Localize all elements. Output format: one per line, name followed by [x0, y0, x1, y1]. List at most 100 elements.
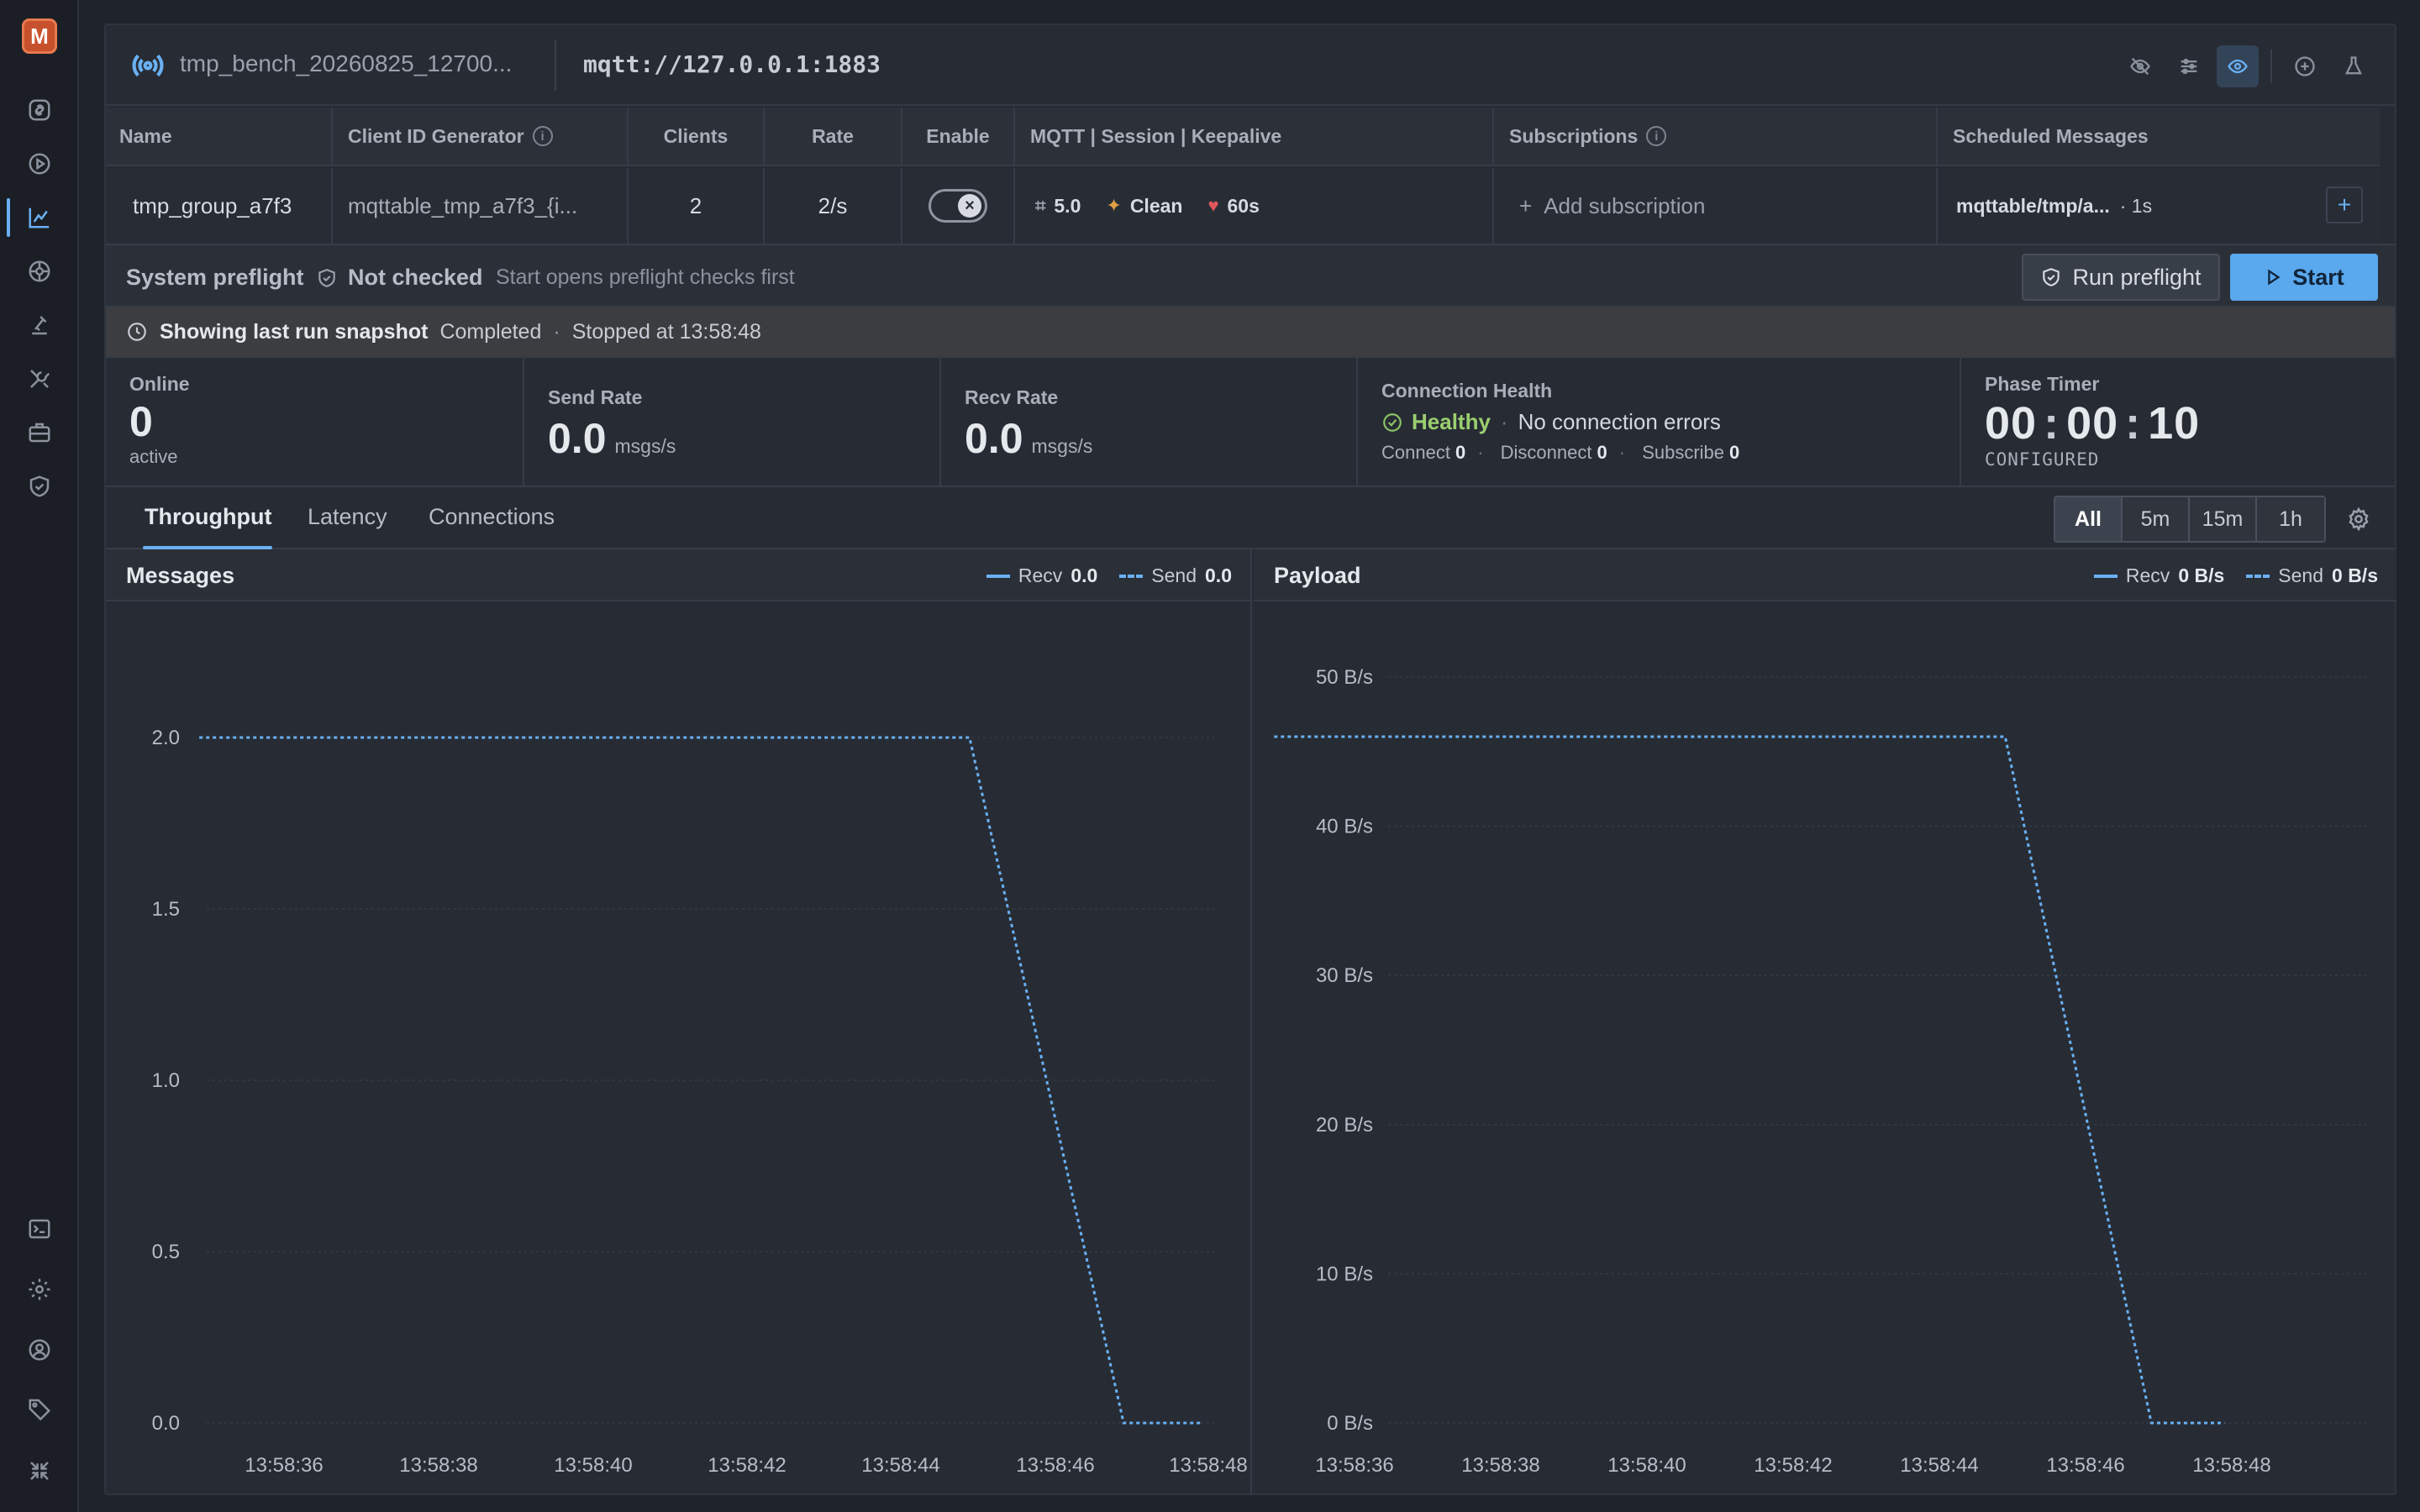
legend-item-recv[interactable]: Recv 0.0 [986, 564, 1119, 587]
sidebar: M [0, 0, 79, 1512]
top-bar: tmp_bench_20260825_12700... mqtt://127.0… [106, 25, 2395, 106]
y-tick-label: 10 B/s [1316, 1263, 1373, 1285]
run-preflight-button[interactable]: Run preflight [2022, 254, 2220, 301]
stat-label: Send Rate [548, 386, 643, 408]
cell-scheduled[interactable]: mqttable/tmp/a... · 1s + [1938, 168, 2380, 244]
view-button[interactable] [2217, 45, 2259, 87]
col-header-name: Name [106, 108, 333, 165]
sidebar-item-console[interactable] [22, 1211, 57, 1247]
preflight-bar: System preflight Not checked Start opens… [106, 244, 2395, 307]
scheduled-interval: · 1s [2119, 194, 2153, 217]
x-tick-label: 13:58:46 [2046, 1454, 2124, 1477]
start-button[interactable]: Start [2230, 254, 2378, 301]
enable-toggle[interactable]: × [929, 189, 987, 223]
add-scheduled-button[interactable]: + [2326, 186, 2363, 223]
range-15m-button[interactable]: 15m [2190, 497, 2257, 541]
gear-icon [2349, 507, 2369, 532]
stat-label: Connection Health [1381, 380, 1553, 402]
chart-legend: Recv 0.0 Send 0.0 [986, 564, 1232, 587]
sidebar-item-benchmark[interactable] [22, 200, 57, 235]
stats-row: Online 0 active Send Rate 0.0 msgs/s Recv… [106, 358, 2395, 487]
flask-icon [32, 316, 47, 335]
x-tick-label: 13:58:46 [1016, 1454, 1094, 1477]
plus-icon: + [1519, 192, 1533, 218]
cell-name[interactable]: tmp_group_a7f3 [106, 168, 333, 244]
sidebar-item-tags[interactable] [22, 1391, 57, 1426]
phase-timer-status: CONFIGURED [1985, 449, 2100, 470]
sidebar-item-tools[interactable] [22, 361, 57, 396]
link-icon [29, 99, 50, 121]
shield-icon [2043, 268, 2060, 286]
stat-value: 0 [129, 398, 153, 445]
cell-rate[interactable]: 2/s [765, 168, 902, 244]
lab-button[interactable] [2333, 45, 2375, 87]
add-button[interactable] [2284, 45, 2326, 87]
sidebar-item-security[interactable] [22, 469, 57, 504]
stat-send-rate: Send Rate 0.0 msgs/s [524, 358, 941, 486]
x-tick-label: 13:58:42 [708, 1454, 786, 1477]
stat-label: Recv Rate [965, 386, 1059, 408]
payload-chart-panel: Payload Recv 0 B/s Send 0 B/s 0 B/s 10 B/s 2… [1254, 549, 2396, 1495]
tag-icon [29, 1399, 51, 1421]
stat-value: 0.0 [548, 415, 607, 462]
cell-clients[interactable]: 2 [629, 168, 765, 244]
y-tick-label: 0 B/s [1327, 1412, 1373, 1435]
range-all-button[interactable]: All [2055, 497, 2123, 541]
tab-throughput[interactable]: Throughput [145, 504, 272, 529]
eye-off-icon [2130, 57, 2150, 76]
main-panel: tmp_bench_20260825_12700... mqtt://127.0… [104, 24, 2396, 1495]
snapshot-stopped: Stopped at 13:58:48 [571, 319, 761, 344]
legend-item-send[interactable]: Send 0.0 [1119, 564, 1232, 587]
payload-chart: 0 B/s 10 B/s 20 B/s 30 B/s 40 B/s 50 B/s 13:58… [1274, 666, 2370, 1477]
range-5m-button[interactable]: 5m [2123, 497, 2190, 541]
legend-item-send[interactable]: Send 0 B/s [2246, 564, 2378, 587]
add-subscription-button[interactable]: Add subscription [1544, 192, 1706, 218]
chart-settings-button[interactable] [2336, 496, 2381, 543]
y-tick-label: 50 B/s [1316, 666, 1373, 689]
y-tick-label: 20 B/s [1316, 1114, 1373, 1137]
play-icon [2268, 269, 2281, 286]
hide-button[interactable] [2119, 45, 2161, 87]
tab-connections[interactable]: Connections [429, 504, 555, 529]
sidebar-item-broker[interactable] [22, 254, 57, 289]
chart-legend: Recv 0 B/s Send 0 B/s [2093, 564, 2378, 587]
sidebar-item-account[interactable] [22, 1332, 57, 1368]
y-tick-label: 1.5 [152, 898, 180, 921]
cell-client-id[interactable]: mqttable_tmp_a7f3_{i... [333, 168, 629, 244]
chart-title: Messages [126, 563, 235, 588]
sidebar-item-connections[interactable] [22, 92, 57, 128]
tab-latency[interactable]: Latency [308, 504, 387, 529]
stat-unit: msgs/s [614, 435, 676, 457]
col-header-subscriptions: Subscriptions i [1494, 108, 1938, 165]
heart-icon: ♥ [1207, 195, 1219, 216]
info-icon[interactable]: i [532, 126, 553, 146]
group-table: Name Client ID Generator i Clients Rate E… [106, 108, 2380, 244]
sidebar-item-lab[interactable] [22, 307, 57, 343]
preflight-label: System preflight [126, 265, 304, 290]
time-range-selector: All 5m 15m 1h [2054, 496, 2326, 543]
bench-name[interactable]: tmp_bench_20260825_12700... [180, 50, 513, 76]
filters-button[interactable] [2168, 45, 2210, 87]
info-icon[interactable]: i [1646, 126, 1667, 146]
chart-icon [29, 207, 50, 228]
sidebar-item-collapse[interactable] [22, 1453, 57, 1488]
sidebar-item-settings[interactable] [22, 1272, 57, 1307]
stat-label: Online [129, 373, 190, 395]
cell-mqtt[interactable]: ⌗ 5.0 ✦ Clean ♥ 60s [1015, 168, 1494, 244]
sidebar-item-run[interactable] [22, 146, 57, 181]
sidebar-item-cases[interactable] [22, 415, 57, 450]
range-1h-button[interactable]: 1h [2257, 497, 2324, 541]
col-header-client-id: Client ID Generator i [333, 108, 629, 165]
table-row[interactable]: tmp_group_a7f3 mqttable_tmp_a7f3_{i... 2… [106, 168, 2380, 244]
shield-icon [318, 268, 335, 287]
broadcast-icon [131, 49, 165, 82]
preflight-status: Not checked [316, 265, 483, 291]
close-icon: × [958, 194, 981, 218]
separator-dot: · [553, 319, 560, 344]
snapshot-status: Completed [439, 319, 542, 344]
legend-item-recv[interactable]: Recv 0 B/s [2093, 564, 2246, 587]
app-logo[interactable]: M [22, 18, 57, 54]
col-header-clients: Clients [629, 108, 765, 165]
stat-recv-rate: Recv Rate 0.0 msgs/s [941, 358, 1358, 486]
scheduled-topic: mqttable/tmp/a... [1956, 194, 2110, 217]
